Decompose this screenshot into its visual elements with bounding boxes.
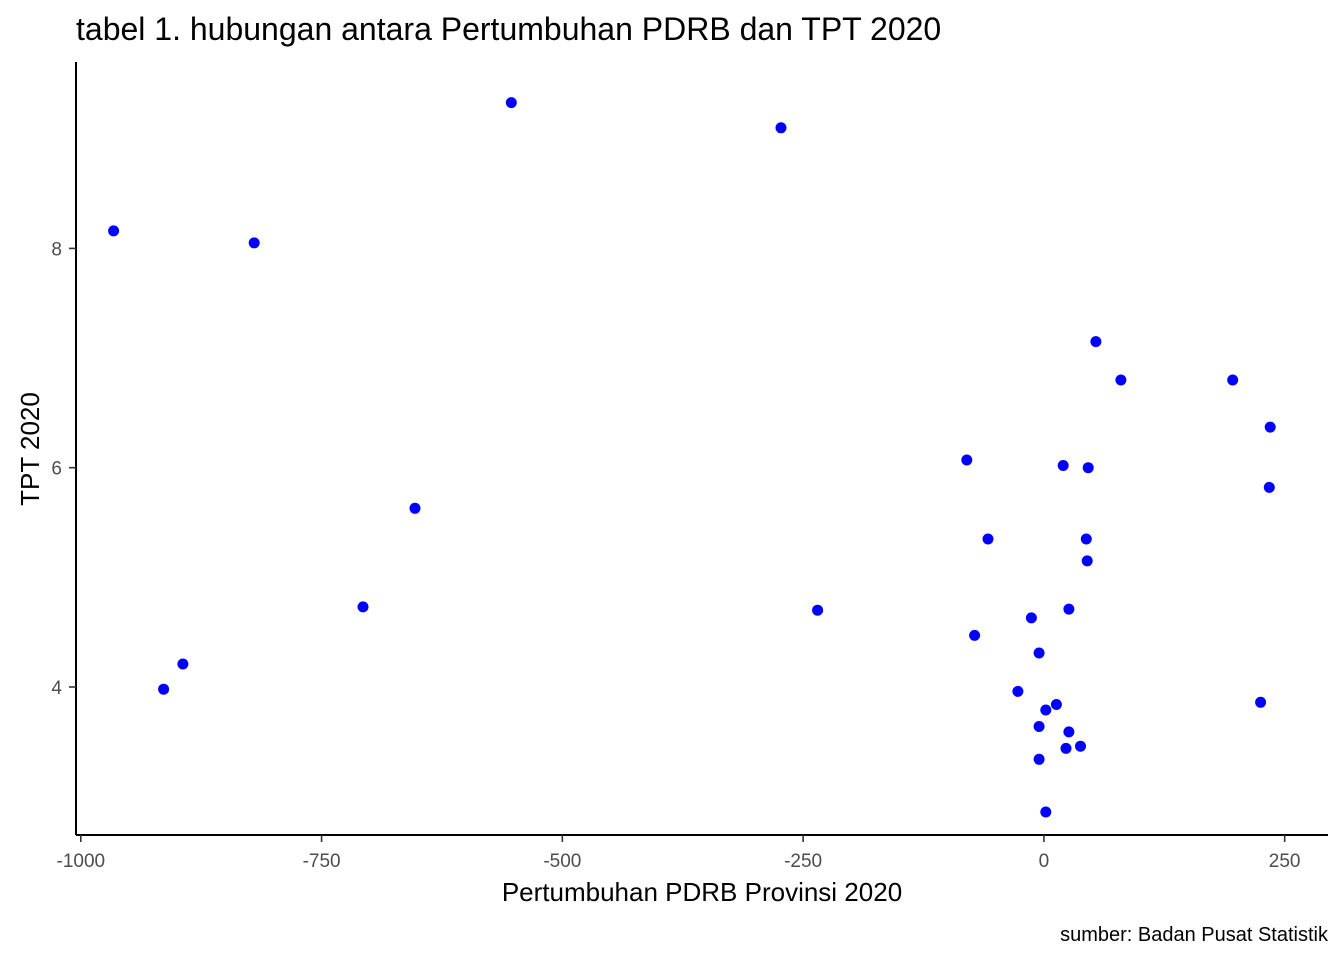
x-tick-label: -1000 xyxy=(57,851,106,872)
data-point-7 xyxy=(505,97,517,109)
data-point-18 xyxy=(1040,704,1052,716)
x-tick-label: 0 xyxy=(1039,851,1050,872)
y-axis-label: TPT 2020 xyxy=(15,392,45,506)
plot-area xyxy=(108,97,1276,818)
data-point-24 xyxy=(1063,603,1075,615)
data-point-17 xyxy=(1033,753,1045,765)
data-point-26 xyxy=(1080,533,1092,545)
data-point-21 xyxy=(1057,460,1069,471)
y-tick-label: 6 xyxy=(51,459,62,480)
data-point-32 xyxy=(1255,696,1267,708)
data-point-4 xyxy=(248,237,260,249)
x-tick-label: -750 xyxy=(303,851,341,872)
y-tick-label: 4 xyxy=(51,678,62,699)
data-point-1 xyxy=(108,225,120,237)
data-point-34 xyxy=(1264,421,1276,433)
source-caption: sumber: Badan Pusat Statistik xyxy=(1060,924,1329,946)
data-point-2 xyxy=(158,683,170,695)
data-point-27 xyxy=(1081,555,1093,567)
x-tick-label: 250 xyxy=(1269,851,1301,872)
y-axis-ticks: 4 6 8 xyxy=(51,239,76,699)
data-point-6 xyxy=(409,502,421,514)
data-point-33 xyxy=(1263,481,1275,493)
data-point-28 xyxy=(1082,462,1094,474)
x-axis-ticks: -1000 -750 -500 -250 0 250 xyxy=(57,835,1301,872)
data-point-30 xyxy=(1115,374,1127,386)
x-axis-label: Pertumbuhan PDRB Provinsi 2020 xyxy=(502,877,902,907)
x-tick-label: -250 xyxy=(784,851,822,872)
data-point-14 xyxy=(1025,612,1037,624)
data-point-29 xyxy=(1090,336,1102,348)
data-point-8 xyxy=(775,122,787,134)
data-point-5 xyxy=(357,601,369,613)
data-point-20 xyxy=(1050,699,1062,710)
data-point-22 xyxy=(1060,742,1072,754)
data-point-19 xyxy=(1040,806,1052,818)
data-point-31 xyxy=(1227,374,1239,386)
data-point-10 xyxy=(961,454,973,466)
data-point-12 xyxy=(982,533,994,545)
chart-title: tabel 1. hubungan antara Pertumbuhan PDR… xyxy=(76,11,941,47)
data-point-16 xyxy=(1033,721,1045,732)
data-point-3 xyxy=(177,658,189,670)
y-tick-label: 8 xyxy=(51,239,62,260)
data-point-9 xyxy=(812,604,824,616)
data-point-11 xyxy=(969,629,981,641)
data-point-15 xyxy=(1033,647,1045,659)
data-point-25 xyxy=(1075,740,1086,752)
data-point-23 xyxy=(1063,726,1075,738)
x-tick-label: -500 xyxy=(543,851,581,872)
data-point-13 xyxy=(1012,685,1024,697)
